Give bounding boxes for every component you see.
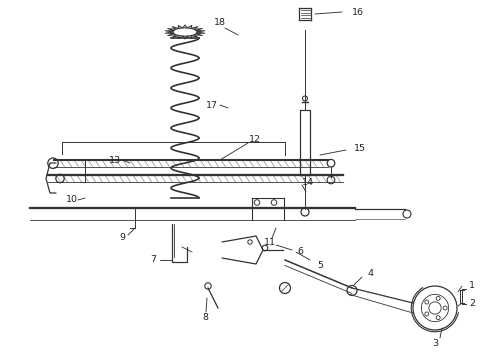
Text: 13: 13 (109, 156, 121, 165)
Text: 9: 9 (119, 234, 125, 243)
Text: 5: 5 (317, 261, 323, 270)
Text: 8: 8 (202, 312, 208, 321)
Text: 12: 12 (249, 135, 261, 144)
Text: 10: 10 (66, 195, 78, 204)
Text: 18: 18 (214, 18, 226, 27)
Text: 17: 17 (206, 100, 218, 109)
Text: 7: 7 (150, 256, 156, 265)
Text: 6: 6 (297, 248, 303, 256)
Text: 16: 16 (352, 8, 364, 17)
Text: 2: 2 (469, 298, 475, 307)
Text: 11: 11 (264, 238, 276, 247)
Text: 15: 15 (354, 144, 366, 153)
Text: 4: 4 (367, 270, 373, 279)
Text: 1: 1 (469, 282, 475, 291)
Text: 3: 3 (432, 338, 438, 347)
Text: 14: 14 (302, 177, 314, 186)
